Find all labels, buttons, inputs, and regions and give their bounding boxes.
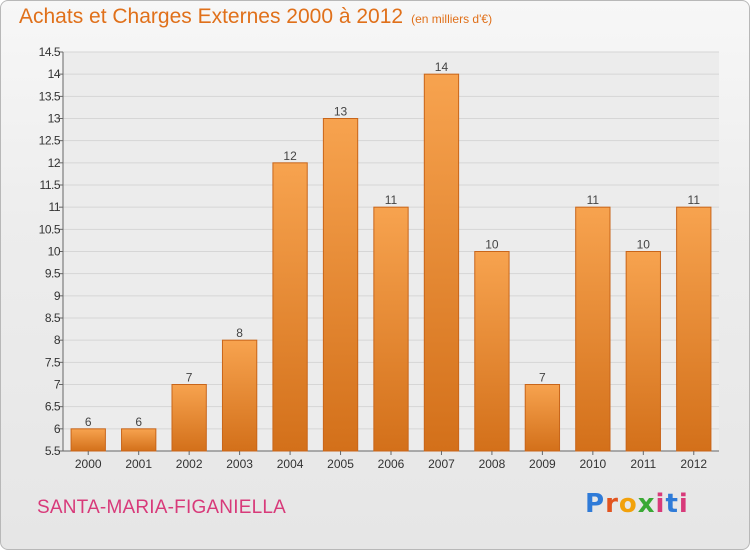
bar-value-label: 6 — [85, 415, 92, 429]
bar — [171, 384, 207, 452]
proxiti-logo: Proxiti — [585, 489, 689, 519]
bar — [676, 206, 712, 452]
y-tick-label: 7 — [54, 378, 61, 392]
x-tick-label: 2008 — [479, 457, 506, 471]
bar — [121, 428, 157, 452]
x-tick-label: 2003 — [226, 457, 253, 471]
bar-value-label: 13 — [334, 105, 348, 119]
logo-letter: P — [585, 489, 606, 519]
logo-letter: o — [618, 489, 638, 519]
bar-value-label: 7 — [186, 371, 193, 385]
bar-value-label: 14 — [435, 60, 449, 74]
bar-value-label: 12 — [283, 149, 297, 163]
bar-value-label: 6 — [135, 415, 142, 429]
y-tick-label: 11.5 — [40, 178, 61, 192]
logo-letter: t — [665, 489, 679, 519]
logo-letter: i — [655, 489, 666, 519]
bar-value-label: 11 — [385, 193, 398, 207]
chart-subtitle: (en milliers d'€) — [411, 12, 493, 26]
bar-value-label: 7 — [539, 371, 546, 385]
logo-letter: r — [605, 489, 619, 519]
bar — [524, 384, 561, 452]
bar — [272, 162, 308, 452]
y-tick-label: 7.5 — [45, 355, 61, 369]
bar — [474, 251, 510, 452]
y-tick-label: 11 — [49, 200, 61, 214]
x-tick-label: 2006 — [378, 457, 405, 471]
bar — [70, 428, 106, 452]
bar-value-label: 10 — [637, 238, 651, 252]
bar — [625, 251, 661, 452]
y-tick-label: 8 — [54, 333, 61, 347]
x-tick-label: 2009 — [529, 457, 556, 471]
x-tick-label: 2012 — [680, 457, 707, 471]
x-tick-label: 2010 — [579, 457, 606, 471]
x-tick-label: 2007 — [428, 457, 455, 471]
x-tick-label: 2005 — [327, 457, 354, 471]
y-tick-label: 8.5 — [45, 311, 61, 325]
y-tick-label: 6.5 — [45, 400, 61, 414]
chart-title: Achats et Charges Externes 2000 à 2012 (e… — [19, 5, 492, 29]
commune-name: SANTA-MARIA-FIGANIELLA — [37, 497, 286, 518]
bar — [221, 339, 258, 452]
y-tick-label: 13.5 — [39, 89, 61, 103]
bar — [373, 206, 409, 452]
x-tick-label: 2001 — [125, 457, 152, 471]
x-tick-label: 2011 — [630, 457, 656, 471]
bar-value-label: 11 — [587, 193, 600, 207]
y-tick-label: 12.5 — [39, 134, 61, 148]
bar-value-label: 8 — [236, 326, 243, 340]
y-tick-label: 9 — [54, 289, 61, 303]
y-tick-label: 10.5 — [39, 222, 61, 236]
x-tick-label: 2000 — [75, 457, 102, 471]
y-tick-label: 9.5 — [45, 267, 61, 281]
y-tick-label: 12 — [48, 156, 61, 170]
logo-letter: i — [678, 489, 689, 519]
x-tick-label: 2002 — [176, 457, 203, 471]
bar — [423, 73, 460, 452]
y-tick-label: 5.5 — [45, 444, 61, 458]
y-tick-label: 6 — [54, 422, 61, 436]
bar — [322, 118, 359, 452]
bar-value-label: 11 — [688, 193, 701, 207]
x-tick-label: 2004 — [277, 457, 304, 471]
logo-letter: x — [637, 489, 656, 519]
chart-title-text: Achats et Charges Externes 2000 à 2012 — [19, 5, 404, 28]
y-tick-label: 14.5 — [39, 45, 61, 59]
bar — [575, 206, 611, 452]
y-tick-label: 10 — [48, 245, 61, 259]
y-tick-label: 14 — [48, 67, 61, 81]
bar-value-label: 10 — [485, 238, 499, 252]
y-tick-label: 13 — [48, 112, 61, 126]
